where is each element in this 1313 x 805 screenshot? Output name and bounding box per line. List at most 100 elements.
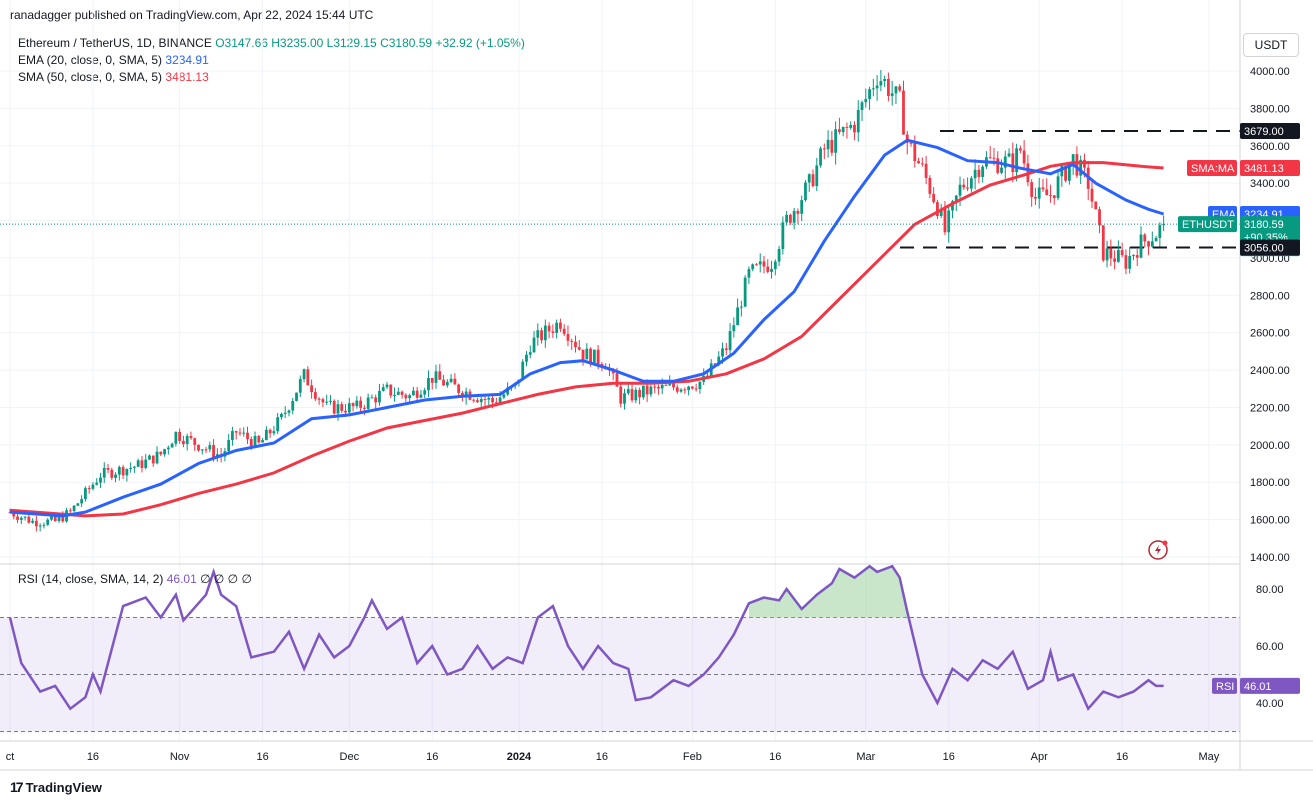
candle-body bbox=[928, 177, 932, 194]
time-tick-label: Dec bbox=[340, 751, 360, 763]
time-tick-label: ct bbox=[6, 751, 15, 763]
candle-body bbox=[807, 174, 811, 183]
candle-body bbox=[38, 525, 42, 527]
candle-body bbox=[182, 440, 185, 445]
candle-body bbox=[732, 325, 736, 332]
rsi-legend[interactable]: RSI (14, close, SMA, 14, 2) 46.01 ∅ ∅ ∅ … bbox=[18, 572, 252, 586]
candle-body bbox=[668, 383, 672, 386]
candle-body bbox=[396, 391, 400, 395]
candle-body bbox=[966, 187, 969, 189]
candle-body bbox=[592, 349, 596, 365]
candle-body bbox=[238, 432, 242, 434]
support-price-tag: 3056.00 bbox=[1240, 239, 1300, 256]
candle-body bbox=[502, 394, 506, 398]
price-tick-label: 1400.00 bbox=[1250, 552, 1290, 564]
candle-body bbox=[792, 210, 796, 223]
candle-body bbox=[1101, 225, 1105, 261]
candle-body bbox=[163, 449, 166, 455]
candle-body bbox=[800, 200, 804, 214]
candle-body bbox=[977, 169, 981, 177]
candle-body bbox=[442, 379, 445, 386]
candle-body bbox=[1120, 250, 1124, 256]
candle-body bbox=[344, 410, 347, 413]
candle-body bbox=[751, 264, 755, 270]
candle-body bbox=[1143, 234, 1147, 242]
price-legend: Ethereum / TetherUS, 1D, BINANCE O3147.6… bbox=[18, 35, 525, 86]
candle-body bbox=[954, 195, 958, 202]
candle-body bbox=[336, 404, 340, 414]
candle-body bbox=[766, 266, 770, 272]
candle-body bbox=[208, 445, 212, 450]
candle-body bbox=[438, 371, 442, 380]
candle-body bbox=[340, 404, 344, 411]
candle-body bbox=[46, 519, 50, 525]
candle-body bbox=[589, 348, 592, 365]
candle-body bbox=[879, 81, 883, 86]
candle-body bbox=[796, 210, 800, 214]
candle-body bbox=[472, 399, 476, 401]
candle-body bbox=[1011, 153, 1015, 172]
candle-body bbox=[864, 98, 868, 103]
rsi-value-tag-bg bbox=[1240, 677, 1300, 694]
price-symbol-tag-text: ETHUSDT bbox=[1182, 219, 1234, 231]
candle-body bbox=[574, 341, 577, 348]
candle-body bbox=[690, 386, 694, 389]
candle-body bbox=[464, 391, 468, 398]
candle-body bbox=[860, 102, 864, 110]
candle-body bbox=[540, 330, 543, 341]
price-tick-label: 3400.00 bbox=[1250, 178, 1290, 190]
candle-body bbox=[159, 451, 163, 455]
candle-body bbox=[619, 386, 623, 404]
candle-body bbox=[1045, 189, 1049, 196]
candle-body bbox=[1116, 250, 1120, 262]
price-tick-label: 3600.00 bbox=[1250, 141, 1290, 153]
candle-body bbox=[313, 392, 317, 399]
candle-body bbox=[385, 384, 389, 388]
ohlc-close: C3180.59 bbox=[380, 36, 433, 50]
candle-body bbox=[841, 126, 845, 133]
ohlc-low: L3129.15 bbox=[326, 36, 377, 50]
candle-body bbox=[34, 520, 38, 527]
candle-body bbox=[713, 363, 717, 365]
candle-body bbox=[404, 394, 408, 399]
price-tick-label: 4000.00 bbox=[1250, 66, 1290, 78]
candle-body bbox=[894, 86, 898, 94]
time-tick-label: 16 bbox=[943, 751, 955, 763]
candle-body bbox=[419, 394, 423, 398]
candle-body bbox=[298, 379, 302, 393]
candle-body bbox=[283, 412, 287, 414]
candle-body bbox=[102, 468, 106, 478]
candle-body bbox=[683, 389, 687, 391]
candle-body bbox=[856, 109, 860, 133]
candle-body bbox=[532, 337, 536, 353]
rsi-legend-label: RSI (14, close, SMA, 14, 2) bbox=[18, 572, 164, 586]
tradingview-footer[interactable]: 17 TradingView bbox=[10, 779, 102, 795]
candle-body bbox=[653, 386, 657, 388]
candle-body bbox=[306, 369, 310, 386]
candle-body bbox=[1094, 201, 1098, 210]
sma-legend-row[interactable]: SMA (50, close, 0, SMA, 5) 3481.13 bbox=[18, 69, 525, 86]
candle-body bbox=[1147, 241, 1150, 247]
candle-body bbox=[498, 397, 502, 404]
price-tick-label: 2600.00 bbox=[1250, 328, 1290, 340]
candle-body bbox=[664, 384, 668, 386]
symbol-line[interactable]: Ethereum / TetherUS, 1D, BINANCE O3147.6… bbox=[18, 35, 525, 52]
currency-button[interactable]: USDT bbox=[1243, 33, 1299, 57]
candle-body bbox=[1041, 187, 1045, 190]
candle-body bbox=[1056, 176, 1060, 199]
price-tick-label: 3800.00 bbox=[1250, 103, 1290, 115]
candle-body bbox=[27, 516, 31, 523]
candle-body bbox=[453, 378, 457, 385]
candles bbox=[8, 70, 1166, 532]
candle-body bbox=[264, 429, 268, 441]
candle-body bbox=[291, 400, 295, 411]
candle-body bbox=[193, 438, 197, 445]
candle-body bbox=[351, 403, 355, 407]
candle-body bbox=[234, 431, 238, 433]
candle-body bbox=[400, 391, 404, 395]
ema-legend-row[interactable]: EMA (20, close, 0, SMA, 5) 3234.91 bbox=[18, 52, 525, 69]
support-price-tag-text: 3056.00 bbox=[1244, 242, 1284, 254]
rsi-tick-label: 40.00 bbox=[1256, 698, 1284, 710]
